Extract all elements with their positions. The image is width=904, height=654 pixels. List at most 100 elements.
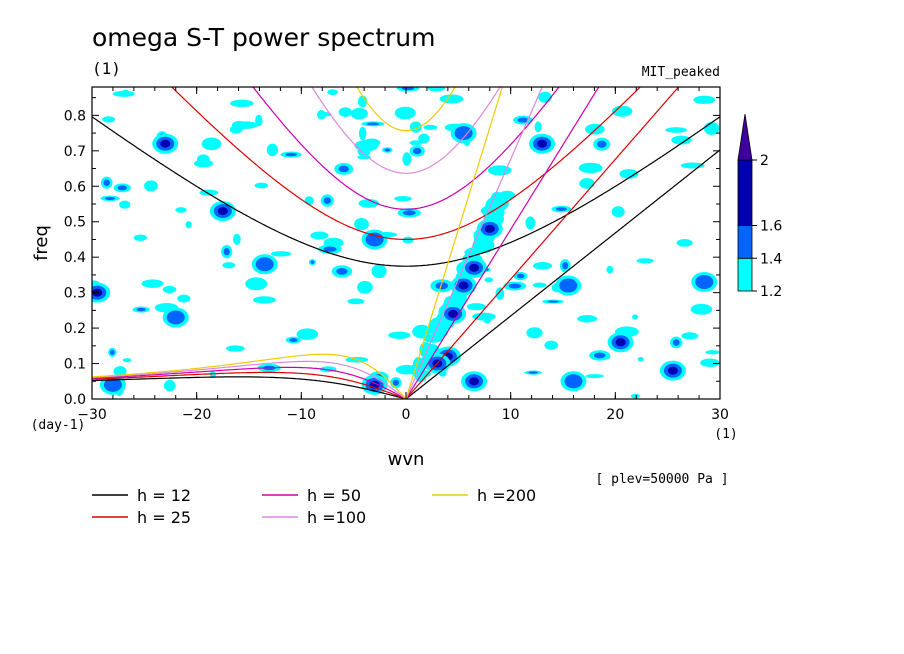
speckle xyxy=(525,216,536,230)
speckle xyxy=(484,277,494,283)
speckle xyxy=(681,332,699,340)
speckle xyxy=(534,121,542,133)
speckle xyxy=(253,296,277,304)
curve-rossby-h100 xyxy=(92,360,407,399)
speckle xyxy=(175,207,187,213)
speckle xyxy=(177,294,191,303)
speckle-core xyxy=(384,148,391,152)
peak-core xyxy=(563,281,574,290)
speckle xyxy=(358,126,367,141)
speckle-core xyxy=(547,300,560,303)
speckle xyxy=(358,199,380,208)
speckle xyxy=(577,315,598,323)
ridge-speckle xyxy=(423,334,443,343)
speckle xyxy=(113,366,127,377)
peak-core xyxy=(469,377,480,386)
x-tick-label: −20 xyxy=(182,407,212,423)
speckle xyxy=(354,218,369,231)
colorbar: 1.2 1.4 1.6 2 xyxy=(737,113,782,300)
x-tick-label: 10 xyxy=(502,407,520,423)
speckle xyxy=(119,200,131,209)
speckle xyxy=(371,264,387,279)
curve-kelvin-h12 xyxy=(405,149,720,399)
curve-rossby-h25 xyxy=(92,371,407,399)
speckle-core xyxy=(593,352,606,359)
y-tick-label: 0.2 xyxy=(64,321,86,337)
speckle xyxy=(347,298,365,305)
peak-core xyxy=(107,380,118,389)
speckle xyxy=(690,303,713,315)
speckle xyxy=(122,358,132,363)
curve-ig-h50 xyxy=(252,87,560,210)
speckle xyxy=(636,258,654,264)
speckle xyxy=(254,182,269,189)
y-tick-label: 0.3 xyxy=(64,286,86,302)
speckle xyxy=(532,282,547,288)
speckle xyxy=(193,159,214,168)
speckle xyxy=(585,374,604,379)
speckle xyxy=(222,262,236,269)
speckle xyxy=(637,356,644,362)
peak-core xyxy=(369,235,380,244)
speckle xyxy=(439,94,464,104)
curve-ig-h100 xyxy=(311,87,501,174)
colorbar-label: 1.2 xyxy=(760,284,782,300)
colorbar-label: 1.4 xyxy=(760,251,782,267)
speckle-core xyxy=(508,283,522,289)
title-unit: (1) xyxy=(92,59,121,78)
peak-core xyxy=(259,260,270,269)
speckle xyxy=(141,279,164,288)
dispersion-curves xyxy=(92,87,720,399)
speckle xyxy=(606,265,614,274)
speckle xyxy=(700,358,720,367)
speckle xyxy=(232,233,241,246)
speckle-core xyxy=(285,152,297,157)
curve-kelvin-h25 xyxy=(405,87,680,399)
speckle xyxy=(676,238,693,247)
speckle xyxy=(226,345,245,352)
legend: h = 12 h = 25 h = 50 h =100 h =200 xyxy=(92,486,536,527)
model-label: MIT_peaked xyxy=(642,65,720,80)
speckle xyxy=(164,379,176,392)
speckle-core xyxy=(392,379,399,386)
speckle xyxy=(495,287,505,300)
speckle xyxy=(402,236,414,244)
speckle-core xyxy=(223,247,230,256)
speckle xyxy=(466,303,486,311)
legend-label: h = 50 xyxy=(307,486,361,505)
speckle xyxy=(144,180,158,192)
speckle xyxy=(338,107,353,117)
speckle xyxy=(112,90,135,97)
speckle xyxy=(327,89,338,96)
speckle-core xyxy=(435,282,449,290)
y-tick-label: 0.0 xyxy=(64,392,86,408)
colorbar-segment xyxy=(737,159,753,226)
speckle xyxy=(266,143,279,157)
speckle xyxy=(544,340,559,350)
x-tick-label: 0 xyxy=(402,407,411,423)
y-tick-label: 0.5 xyxy=(64,215,86,231)
speckle xyxy=(483,315,492,324)
curve-rossby-h200 xyxy=(92,353,407,399)
speckle-core xyxy=(323,246,337,252)
speckle xyxy=(388,331,411,339)
speckle xyxy=(579,178,595,189)
curve-ig-h25 xyxy=(170,87,642,240)
speckle-core xyxy=(323,197,331,205)
speckle xyxy=(162,285,177,294)
peak-core xyxy=(170,313,181,322)
speckle xyxy=(296,328,319,340)
y-tick-label: 0.1 xyxy=(64,357,86,373)
speckle xyxy=(133,234,147,241)
speckle xyxy=(693,95,716,104)
y-unit-label: (day-1) xyxy=(31,418,86,433)
speckle xyxy=(611,206,625,218)
legend-label: h =200 xyxy=(477,486,536,505)
speckle xyxy=(394,195,412,202)
speckle xyxy=(357,145,371,157)
speckle xyxy=(201,137,222,151)
speckle-core xyxy=(562,262,569,270)
speckle-core xyxy=(103,179,110,187)
speckle xyxy=(357,280,373,294)
speckle-core xyxy=(338,165,349,173)
